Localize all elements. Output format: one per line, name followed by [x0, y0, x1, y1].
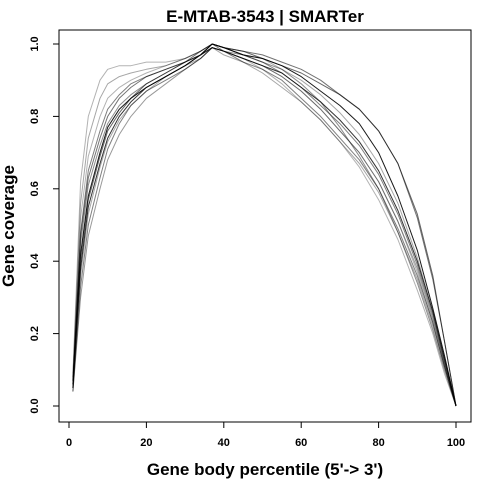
coverage-curve-4	[72, 47, 457, 407]
y-tick-label: 0.2	[29, 326, 41, 341]
y-axis-title: Gene coverage	[0, 165, 18, 287]
x-tick-label: 40	[218, 437, 230, 449]
x-tick-label: 20	[140, 437, 152, 449]
x-axis: 0 20 40 60 80 100	[66, 421, 465, 449]
x-axis-title: Gene body percentile (5'-> 3')	[147, 460, 383, 479]
coverage-curve-6	[72, 43, 457, 407]
plot-frame	[58, 29, 472, 423]
x-tick-label: 60	[295, 437, 307, 449]
coverage-curve-11	[72, 43, 457, 407]
x-tick-label: 0	[66, 437, 72, 449]
coverage-curve-10	[72, 47, 457, 407]
y-tick-label: 0.0	[29, 398, 41, 413]
y-axis: 0.0 0.2 0.4 0.6 0.8 1.0	[29, 36, 60, 414]
x-tick-label: 100	[447, 437, 465, 449]
coverage-curve-7	[72, 47, 457, 407]
coverage-curve-8	[72, 43, 457, 407]
chart-title: E-MTAB-3543 | SMARTer	[166, 7, 364, 26]
coverage-curve-9	[72, 43, 457, 407]
y-tick-label: 0.8	[29, 109, 41, 124]
coverage-curve-12	[72, 47, 457, 407]
coverage-curves	[72, 43, 457, 407]
coverage-curve-2	[72, 47, 457, 407]
y-tick-label: 1.0	[29, 36, 41, 51]
y-tick-label: 0.4	[29, 253, 41, 269]
x-tick-label: 80	[372, 437, 384, 449]
y-tick-label: 0.6	[29, 181, 41, 196]
